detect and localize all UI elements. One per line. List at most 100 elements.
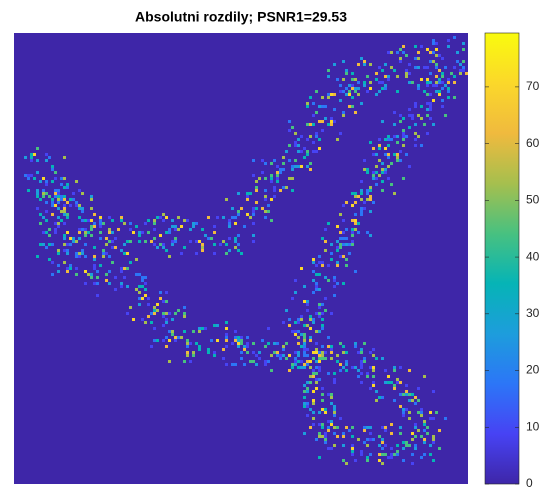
texture-cell — [381, 357, 384, 360]
texture-cell — [303, 135, 306, 138]
texture-cell — [51, 165, 54, 168]
texture-cell — [336, 441, 339, 444]
texture-cell — [252, 360, 255, 363]
texture-cell — [309, 318, 312, 321]
texture-cell — [138, 285, 141, 288]
texture-cell — [243, 357, 246, 360]
texture-cell — [309, 168, 312, 171]
texture-cell — [342, 114, 345, 117]
texture-cell — [126, 285, 129, 288]
texture-cell — [306, 165, 309, 168]
texture-cell — [381, 396, 384, 399]
texture-cell — [132, 285, 135, 288]
texture-cell — [420, 408, 423, 411]
texture-cell — [327, 96, 330, 99]
texture-cell — [306, 351, 309, 354]
texture-cell — [417, 87, 420, 90]
texture-cell — [432, 42, 435, 45]
texture-cell — [465, 63, 468, 66]
texture-cell — [351, 450, 354, 453]
texture-cell — [390, 51, 393, 54]
texture-cell — [306, 105, 309, 108]
texture-cell — [51, 198, 54, 201]
texture-cell — [261, 213, 264, 216]
texture-cell — [246, 201, 249, 204]
texture-cell — [210, 237, 213, 240]
texture-cell — [462, 48, 465, 51]
texture-cell — [57, 228, 60, 231]
texture-cell — [99, 204, 102, 207]
texture-cell — [345, 243, 348, 246]
texture-cell — [297, 315, 300, 318]
texture-cell — [393, 123, 396, 126]
texture-cell — [351, 192, 354, 195]
texture-cell — [318, 381, 321, 384]
texture-cell — [375, 153, 378, 156]
texture-cell — [393, 453, 396, 456]
texture-cell — [351, 240, 354, 243]
texture-cell — [81, 237, 84, 240]
texture-cell — [225, 363, 228, 366]
texture-cell — [90, 231, 93, 234]
texture-cell — [390, 156, 393, 159]
texture-cell — [324, 438, 327, 441]
texture-cell — [381, 129, 384, 132]
texture-cell — [390, 381, 393, 384]
texture-cell — [36, 207, 39, 210]
texture-cell — [105, 285, 108, 288]
texture-cell — [357, 438, 360, 441]
texture-cell — [153, 291, 156, 294]
texture-cell — [114, 273, 117, 276]
texture-cell — [369, 366, 372, 369]
texture-cell — [243, 345, 246, 348]
texture-cell — [429, 105, 432, 108]
texture-cell — [288, 177, 291, 180]
texture-cell — [396, 372, 399, 375]
texture-cell — [129, 267, 132, 270]
texture-cell — [396, 381, 399, 384]
texture-cell — [318, 360, 321, 363]
texture-cell — [270, 366, 273, 369]
texture-cell — [108, 270, 111, 273]
texture-cell — [303, 363, 306, 366]
texture-cell — [324, 432, 327, 435]
texture-cell — [183, 327, 186, 330]
texture-cell — [162, 324, 165, 327]
texture-cell — [207, 237, 210, 240]
texture-cell — [432, 39, 435, 42]
texture-cell — [231, 354, 234, 357]
texture-cell — [408, 375, 411, 378]
texture-cell — [297, 138, 300, 141]
texture-cell — [396, 165, 399, 168]
texture-cell — [327, 393, 330, 396]
texture-cell — [387, 174, 390, 177]
texture-cell — [342, 261, 345, 264]
texture-cell — [42, 177, 45, 180]
texture-cell — [291, 141, 294, 144]
texture-cell — [420, 105, 423, 108]
texture-cell — [63, 249, 66, 252]
texture-cell — [54, 231, 57, 234]
texture-cell — [330, 360, 333, 363]
texture-cell — [153, 309, 156, 312]
texture-cell — [450, 45, 453, 48]
texture-cell — [351, 105, 354, 108]
texture-cell — [399, 159, 402, 162]
texture-cell — [87, 234, 90, 237]
texture-cell — [414, 93, 417, 96]
texture-cell — [438, 447, 441, 450]
texture-cell — [195, 240, 198, 243]
texture-cell — [57, 234, 60, 237]
texture-cell — [390, 180, 393, 183]
texture-cell — [78, 207, 81, 210]
texture-cell — [294, 405, 297, 408]
texture-cell — [174, 312, 177, 315]
texture-cell — [384, 186, 387, 189]
texture-cell — [63, 210, 66, 213]
texture-cell — [54, 192, 57, 195]
texture-cell — [426, 48, 429, 51]
texture-cell — [378, 189, 381, 192]
texture-cell — [366, 444, 369, 447]
texture-cell — [273, 174, 276, 177]
texture-cell — [66, 261, 69, 264]
